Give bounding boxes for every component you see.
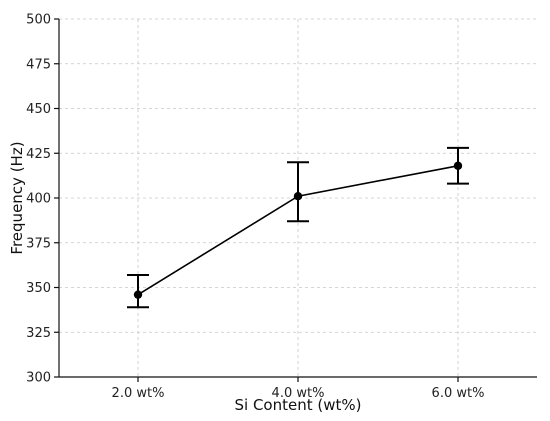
x-tick-label: 4.0 wt% (272, 386, 325, 401)
ticks: 300 325 350 375 400 425 450 475 500 2.0 wt% 4.0 wt… (26, 13, 484, 402)
y-tick-label: 375 (26, 236, 51, 251)
y-tick-label: 425 (26, 147, 51, 162)
grid (59, 18, 537, 378)
y-tick-label: 500 (26, 13, 51, 28)
data-point (133, 290, 143, 299)
y-tick-label: 325 (26, 326, 51, 341)
data-point (453, 161, 463, 170)
series (127, 146, 469, 309)
y-tick-label: 300 (26, 371, 51, 386)
y-tick-label: 400 (26, 192, 51, 207)
y-tick-label: 450 (26, 102, 51, 117)
x-tick-label: 2.0 wt% (112, 386, 165, 401)
y-tick-label: 350 (26, 281, 51, 296)
x-axis-label: Si Content (wt%) (235, 396, 362, 414)
y-axis-label: Frequency (Hz) (8, 141, 26, 254)
y-tick-label: 475 (26, 57, 51, 72)
data-point (293, 192, 303, 201)
x-tick-label: 6.0 wt% (432, 386, 485, 401)
